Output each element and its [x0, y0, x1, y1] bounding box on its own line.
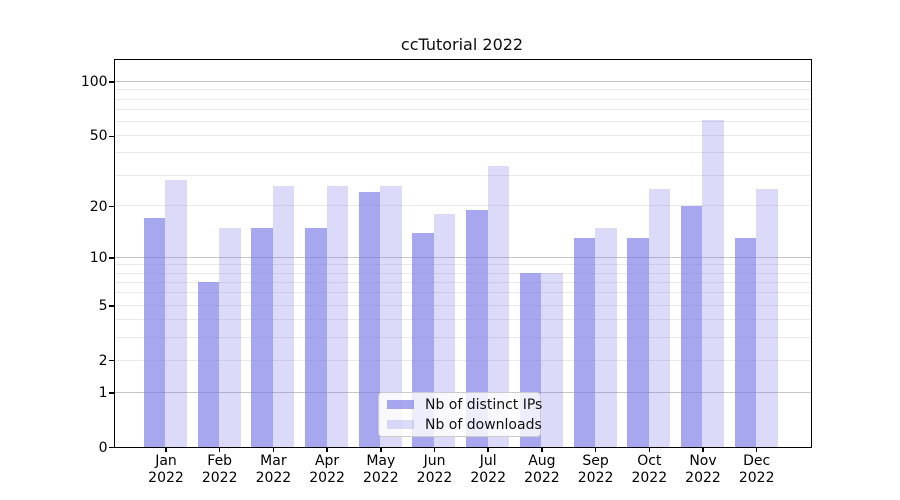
- gridline-minor: [115, 152, 811, 154]
- y-tick-label: 1: [98, 384, 108, 401]
- legend-label-downloads: Nb of downloads: [425, 416, 542, 433]
- y-tick-label: 50: [89, 128, 108, 145]
- bar-downloads: [756, 189, 778, 447]
- gridline-minor: [115, 336, 811, 338]
- bar-downloads: [433, 213, 456, 447]
- bar-downloads: [595, 227, 617, 447]
- x-tick-label: Apr 2022: [309, 453, 345, 486]
- gridline-minor: [115, 174, 811, 176]
- gridline-minor: [115, 205, 811, 207]
- bar-downloads: [702, 120, 724, 447]
- legend-swatch-downloads: [387, 420, 414, 429]
- x-tick-mark: [272, 447, 275, 452]
- bar-distinct-ips: [358, 192, 381, 447]
- bar-downloads: [165, 180, 187, 447]
- y-tick-mark: [109, 391, 115, 394]
- gridline-minor: [115, 319, 811, 321]
- y-tick-mark: [109, 205, 115, 208]
- y-tick-mark: [109, 304, 115, 307]
- bar-distinct-ips: [197, 282, 220, 447]
- y-tick-label: 20: [89, 198, 108, 215]
- bar-distinct-ips: [305, 227, 327, 447]
- x-tick-mark: [326, 447, 328, 452]
- gridline-minor: [115, 292, 811, 294]
- bar-downloads: [380, 186, 402, 447]
- bar-distinct-ips: [627, 238, 649, 447]
- x-tick-mark: [380, 447, 382, 452]
- legend-entry-downloads: Nb of downloads: [387, 417, 542, 433]
- bar-distinct-ips: [466, 209, 488, 447]
- y-tick-label: 100: [80, 74, 108, 91]
- legend-label-distinct-ips: Nb of distinct IPs: [425, 396, 543, 413]
- x-tick-label: Dec 2022: [738, 453, 775, 486]
- gridline-minor: [115, 272, 811, 274]
- y-tick-mark: [109, 359, 115, 362]
- x-tick-mark: [594, 447, 597, 452]
- y-tick-mark: [109, 446, 115, 449]
- y-tick-label: 5: [98, 297, 108, 314]
- x-tick-label: May 2022: [362, 453, 399, 486]
- x-tick-mark: [165, 447, 167, 452]
- y-tick-mark: [109, 135, 115, 138]
- x-tick-mark: [433, 447, 436, 452]
- legend-swatch-distinct-ips: [387, 400, 414, 409]
- x-tick-mark: [755, 447, 758, 452]
- y-tick-mark: [109, 81, 115, 83]
- gridline-minor: [115, 109, 811, 110]
- bar-distinct-ips: [734, 238, 757, 447]
- gridline-minor: [115, 121, 811, 123]
- y-tick-label: 10: [89, 249, 108, 266]
- y-tick-mark: [109, 256, 115, 259]
- x-tick-label: Jun 2022: [416, 453, 453, 486]
- x-tick-mark: [218, 447, 221, 452]
- bar-distinct-ips: [143, 218, 166, 447]
- plot-area: [114, 59, 812, 448]
- x-tick-label: Sep 2022: [577, 453, 614, 486]
- bar-distinct-ips: [680, 206, 703, 447]
- legend-entry-distinct-ips: Nb of distinct IPs: [387, 397, 542, 413]
- bar-downloads: [326, 186, 348, 447]
- y-tick-label: 2: [98, 352, 108, 369]
- bar-downloads: [487, 165, 510, 447]
- x-tick-mark: [702, 447, 704, 452]
- gridline-minor: [115, 304, 811, 306]
- x-tick-mark: [487, 447, 489, 452]
- gridline-minor: [115, 281, 811, 283]
- gridline-minor: [115, 359, 811, 361]
- x-tick-label: Aug 2022: [524, 453, 560, 486]
- x-tick-label: Nov 2022: [685, 453, 721, 486]
- chart-title: ccTutorial 2022: [400, 35, 524, 54]
- x-tick-label: Mar 2022: [255, 453, 292, 486]
- bar-downloads: [219, 227, 241, 447]
- bar-downloads: [272, 186, 295, 447]
- bar-downloads: [541, 273, 563, 447]
- bar-distinct-ips: [573, 238, 595, 447]
- x-tick-mark: [541, 447, 543, 452]
- x-tick-label: Jan 2022: [148, 453, 184, 486]
- x-tick-label: Jul 2022: [470, 453, 506, 486]
- gridline-major: [115, 81, 811, 83]
- legend: Nb of distinct IPs Nb of downloads: [378, 392, 542, 437]
- x-tick-label: Oct 2022: [631, 453, 668, 486]
- gridline-minor: [115, 98, 811, 100]
- gridline-minor: [115, 264, 811, 266]
- gridline-major: [115, 256, 811, 258]
- gridline-minor: [115, 89, 811, 91]
- gridline-minor: [115, 135, 811, 137]
- x-tick-label: Feb 2022: [201, 453, 238, 486]
- y-tick-label: 0: [98, 439, 108, 456]
- bar-downloads: [648, 189, 671, 447]
- bar-distinct-ips: [251, 227, 273, 447]
- x-tick-mark: [648, 447, 651, 452]
